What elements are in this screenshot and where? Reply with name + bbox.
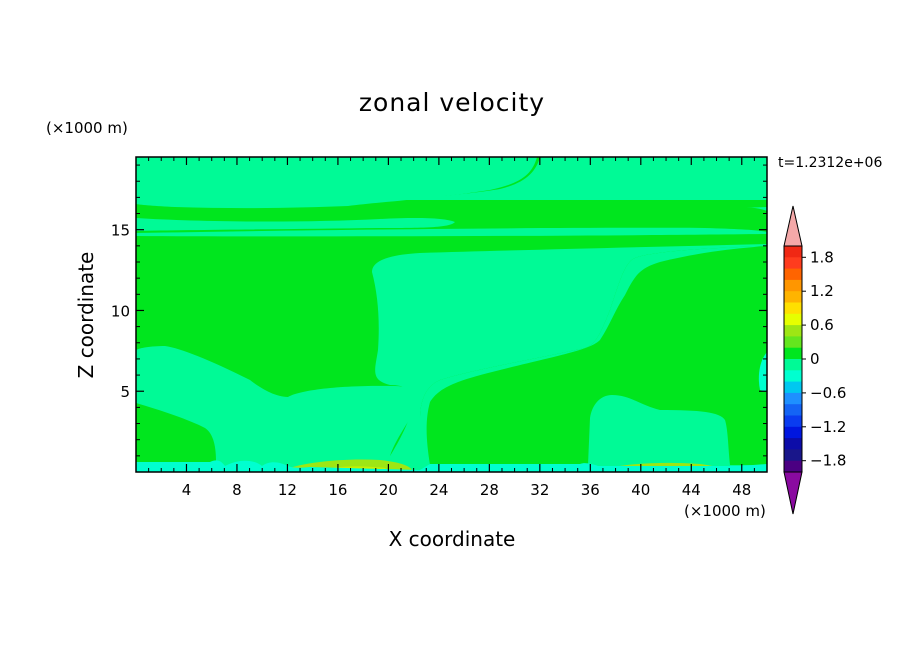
- colorbar-swatch: [784, 291, 802, 303]
- colorbar-over-triangle: [783, 205, 803, 247]
- y-tick-label: 5: [120, 383, 130, 401]
- x-tick-label: 24: [429, 481, 448, 499]
- colorbar-tick-label: 1.8: [810, 248, 834, 266]
- colorbar-swatch: [784, 415, 802, 428]
- x-tick-label: 48: [732, 481, 751, 499]
- colorbar-swatch: [784, 370, 802, 382]
- colorbar-under-triangle: [783, 471, 803, 515]
- colorbar-swatch: [784, 313, 802, 326]
- x-ticks: 4 8 12 16 20 24 28 32 36 40 44 48: [148, 157, 755, 499]
- colorbar-swatch: [784, 359, 802, 371]
- colorbar-swatch: [784, 347, 802, 360]
- colorbar-swatch: [784, 325, 802, 337]
- field-lower-left: [136, 403, 216, 462]
- x-tick-label: 16: [328, 481, 347, 499]
- colorbar-swatch: [784, 257, 802, 269]
- colorbar-tick-label: 0.6: [810, 316, 834, 334]
- colorbar-swatch: [784, 336, 802, 349]
- x-tick-label: 28: [480, 481, 499, 499]
- y-axis-units: (×1000 m): [46, 119, 128, 137]
- x-tick-label: 8: [232, 481, 242, 499]
- colorbar-tick-label: −1.8: [810, 452, 846, 470]
- field-bottom-cyan: [136, 460, 767, 472]
- colorbar-swatch: [784, 426, 802, 439]
- chart-title: zonal velocity: [358, 88, 546, 117]
- colorbar-swatch: [784, 449, 802, 462]
- x-axis-label: X coordinate: [0, 527, 904, 551]
- colorbar-swatch: [784, 268, 802, 281]
- x-tick-label: 40: [631, 481, 650, 499]
- time-label: t=1.2312e+06: [778, 155, 883, 171]
- y-tick-label: 10: [111, 302, 130, 320]
- colorbar-swatch: [784, 279, 802, 292]
- x-axis-units: (×1000 m): [684, 502, 766, 520]
- x-tick-label: 36: [581, 481, 600, 499]
- colorbar-swatch: [784, 246, 802, 258]
- contour-field: [136, 157, 767, 472]
- field-center-region: [372, 244, 767, 456]
- x-tick-label: 44: [682, 481, 701, 499]
- field-right-block: [426, 246, 767, 465]
- colorbar-tick-label: 1.2: [810, 282, 834, 300]
- colorbar-swatch: [784, 438, 802, 450]
- colorbar-tick-label: −0.6: [810, 384, 846, 402]
- colorbar-swatch: [784, 302, 802, 315]
- y-tick-label: 15: [111, 222, 130, 240]
- x-tick-label: 20: [379, 481, 398, 499]
- y-ticks: 5 10 15: [111, 164, 767, 457]
- colorbar-swatch: [784, 392, 802, 405]
- colorbar-swatch: [784, 381, 802, 394]
- colorbar-tick-label: 0: [810, 350, 820, 368]
- x-tick-label: 4: [182, 481, 192, 499]
- field-top-right-notch: [400, 157, 767, 200]
- colorbar-swatch: [784, 460, 802, 473]
- colorbar: 1.8 1.2 0.6 0 −0.6 −1.2 −1.8: [783, 205, 846, 515]
- x-tick-label: 32: [530, 481, 549, 499]
- field-right-edge-cyan: [758, 352, 767, 392]
- x-tick-label: 12: [278, 481, 297, 499]
- x-axis-label-text: X coordinate: [388, 527, 516, 551]
- colorbar-swatch: [784, 404, 802, 416]
- colorbar-tick-label: −1.2: [810, 418, 846, 436]
- field-top-left-notch: [136, 157, 208, 200]
